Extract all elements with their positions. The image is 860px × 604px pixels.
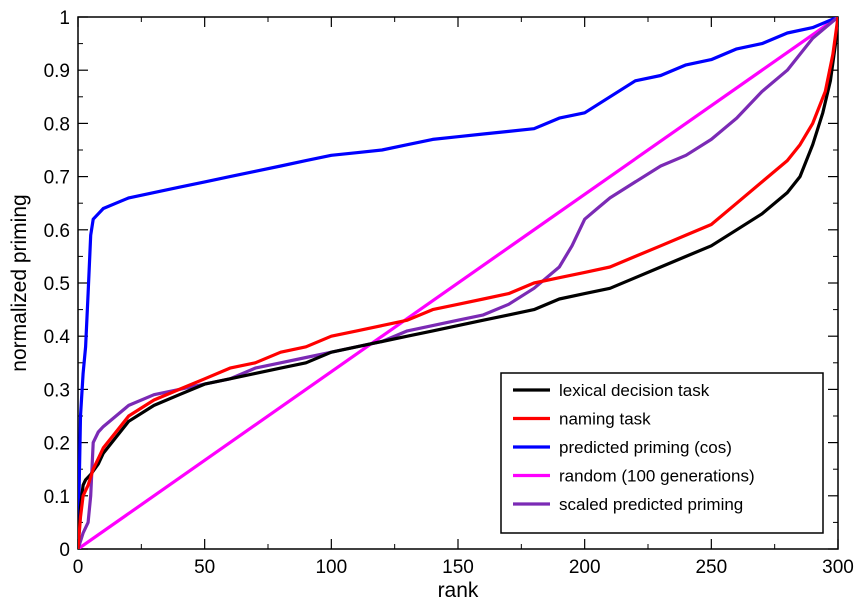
y-tick-label: 0.4 (44, 327, 71, 348)
y-tick-label: 0.3 (44, 380, 70, 401)
x-tick-label: 150 (442, 557, 474, 578)
legend-label: predicted priming (cos) (559, 438, 732, 457)
y-tick-label: 0.1 (44, 487, 70, 508)
y-tick-label: 0.8 (44, 114, 70, 135)
y-tick-label: 0 (59, 540, 70, 561)
legend-label: random (100 generations) (559, 467, 755, 486)
x-tick-label: 250 (695, 557, 727, 578)
legend-label: naming task (559, 410, 651, 429)
y-tick-label: 0.9 (44, 61, 70, 82)
y-tick-label: 0.7 (44, 168, 70, 189)
x-tick-labels: 0 50 100 150 200 250 300 (73, 557, 854, 578)
legend-box (500, 372, 824, 534)
x-tick-label: 300 (822, 557, 854, 578)
x-axis-label: rank (438, 579, 479, 602)
y-tick-labels: 0 0.1 0.2 0.3 0.4 0.5 0.6 0.7 0.8 0.9 1 (44, 8, 71, 561)
legend-label: lexical decision task (559, 381, 710, 400)
x-tick-label: 100 (315, 557, 347, 578)
series-line-scaled-predicted-priming (78, 17, 838, 549)
series-line-random-100-generations (78, 17, 838, 549)
series-lines (78, 17, 838, 549)
y-tick-label: 0.2 (44, 434, 70, 455)
y-axis-label: normalized priming (8, 194, 31, 371)
x-tick-label: 200 (569, 557, 601, 578)
x-tick-label: 50 (194, 557, 215, 578)
x-tick-label: 0 (73, 557, 84, 578)
legend-label: scaled predicted priming (559, 495, 743, 514)
series-line-predicted-priming-cos (78, 17, 838, 549)
y-tick-label: 1 (59, 8, 70, 29)
legend: lexical decision task naming task predicte… (500, 372, 824, 534)
series-line-lexical-decision-task (78, 17, 838, 549)
y-tick-label: 0.5 (44, 274, 70, 295)
series-line-naming-task (78, 17, 838, 549)
y-tick-label: 0.6 (44, 221, 70, 242)
